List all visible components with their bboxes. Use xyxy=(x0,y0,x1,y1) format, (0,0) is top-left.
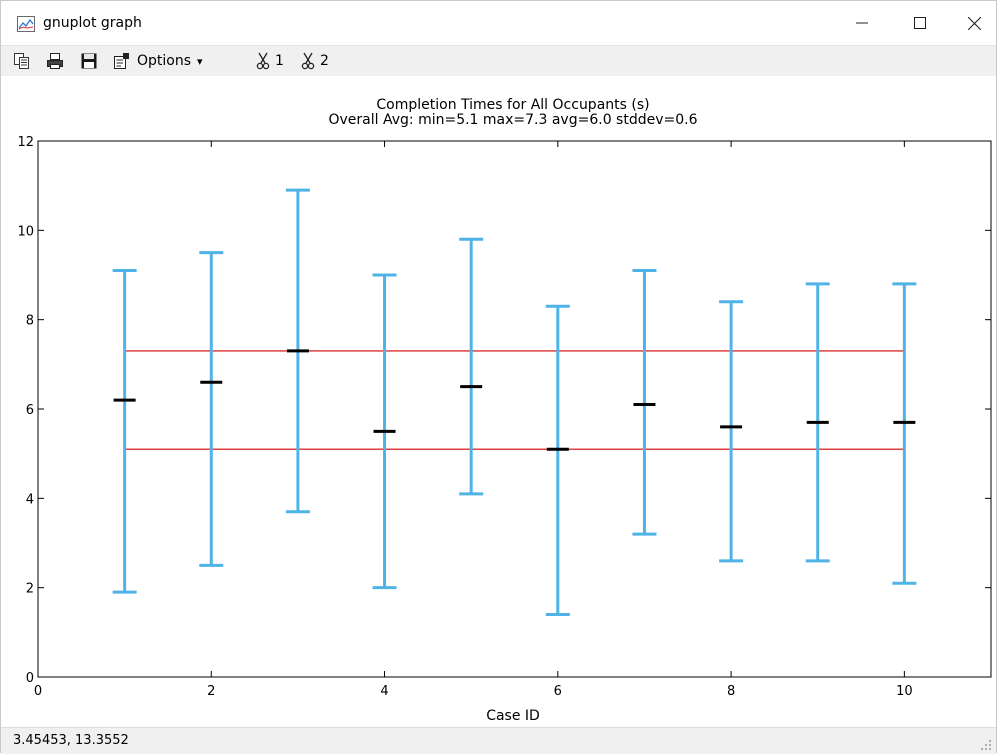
toolbar: Options ▾ 1 2 xyxy=(1,45,996,76)
copy-icon xyxy=(14,53,29,69)
maximize-icon xyxy=(914,17,926,29)
y-tick-label: 8 xyxy=(26,314,34,329)
error-bars xyxy=(112,188,917,616)
y-tick-label: 2 xyxy=(26,582,34,597)
copy-button[interactable] xyxy=(13,50,31,72)
ruler-2-label: 2 xyxy=(320,53,329,69)
floppy-disk-icon xyxy=(81,53,97,69)
printer-icon xyxy=(47,53,63,69)
chart-title: Completion Times for All Occupants (s) xyxy=(376,97,649,113)
properties-icon xyxy=(114,53,129,69)
ruler-1-button[interactable]: 1 xyxy=(254,50,284,72)
scissors-icon xyxy=(301,52,315,70)
ruler-2-button[interactable]: 2 xyxy=(299,50,329,72)
close-icon xyxy=(967,16,981,30)
mouse-coordinates: 3.45453, 13.3552 xyxy=(13,733,129,748)
y-tick-label: 6 xyxy=(26,403,34,418)
x-tick-label: 0 xyxy=(34,684,42,699)
minimize-icon xyxy=(856,22,868,24)
y-tick-label: 12 xyxy=(17,135,34,150)
y-tick-label: 10 xyxy=(17,224,34,239)
chart-subtitle: Overall Avg: min=5.1 max=7.3 avg=6.0 std… xyxy=(328,112,697,128)
y-tick-label: 0 xyxy=(26,671,34,686)
plot-border xyxy=(37,140,992,678)
plot-canvas[interactable]: Completion Times for All Occupants (s) O… xyxy=(1,76,996,727)
x-tick-label: 6 xyxy=(554,684,562,699)
x-tick-label: 10 xyxy=(896,684,913,699)
y-tick-label: 4 xyxy=(26,492,34,507)
reference-lines xyxy=(124,350,905,450)
x-tick-label: 2 xyxy=(207,684,215,699)
x-tick-label: 8 xyxy=(727,684,735,699)
x-axis-label: Case ID xyxy=(486,708,540,724)
graph-app-icon xyxy=(17,16,35,32)
options-menu-button[interactable]: Options ▾ xyxy=(113,50,203,72)
print-button[interactable] xyxy=(46,50,64,72)
title-bar[interactable]: gnuplot graph xyxy=(1,1,996,45)
scissors-icon xyxy=(256,52,270,70)
maximize-button[interactable] xyxy=(895,1,945,45)
resize-grip-icon[interactable] xyxy=(980,739,992,751)
x-tick-label: 4 xyxy=(380,684,388,699)
status-bar: 3.45453, 13.3552 xyxy=(1,727,996,754)
save-button[interactable] xyxy=(80,50,98,72)
options-label: Options xyxy=(137,53,192,69)
errorbar-chart[interactable]: Completion Times for All Occupants (s) O… xyxy=(1,76,996,727)
window-title: gnuplot graph xyxy=(43,15,142,31)
minimize-button[interactable] xyxy=(837,1,887,45)
close-button[interactable] xyxy=(949,1,997,45)
chevron-down-icon: ▾ xyxy=(197,54,203,68)
axes: 0 2 4 6 8 10 0 2 4 6 8 10 12 xyxy=(17,135,992,699)
ruler-1-label: 1 xyxy=(275,53,284,69)
